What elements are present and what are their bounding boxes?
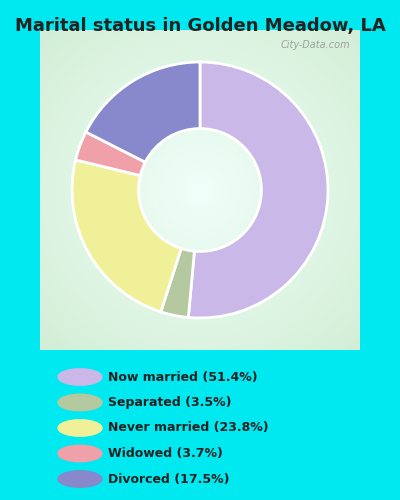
Wedge shape xyxy=(188,62,328,318)
Circle shape xyxy=(58,369,102,385)
Circle shape xyxy=(58,445,102,462)
Circle shape xyxy=(58,420,102,436)
Wedge shape xyxy=(86,62,200,162)
Text: Widowed (3.7%): Widowed (3.7%) xyxy=(108,447,223,460)
Text: Divorced (17.5%): Divorced (17.5%) xyxy=(108,472,230,486)
Text: Never married (23.8%): Never married (23.8%) xyxy=(108,422,269,434)
Circle shape xyxy=(58,394,102,411)
Wedge shape xyxy=(161,248,194,318)
Wedge shape xyxy=(76,132,145,176)
Text: Separated (3.5%): Separated (3.5%) xyxy=(108,396,232,409)
Text: City-Data.com: City-Data.com xyxy=(281,40,350,50)
Text: Now married (51.4%): Now married (51.4%) xyxy=(108,370,258,384)
Circle shape xyxy=(58,471,102,487)
Wedge shape xyxy=(72,160,181,312)
Text: Marital status in Golden Meadow, LA: Marital status in Golden Meadow, LA xyxy=(15,18,385,36)
